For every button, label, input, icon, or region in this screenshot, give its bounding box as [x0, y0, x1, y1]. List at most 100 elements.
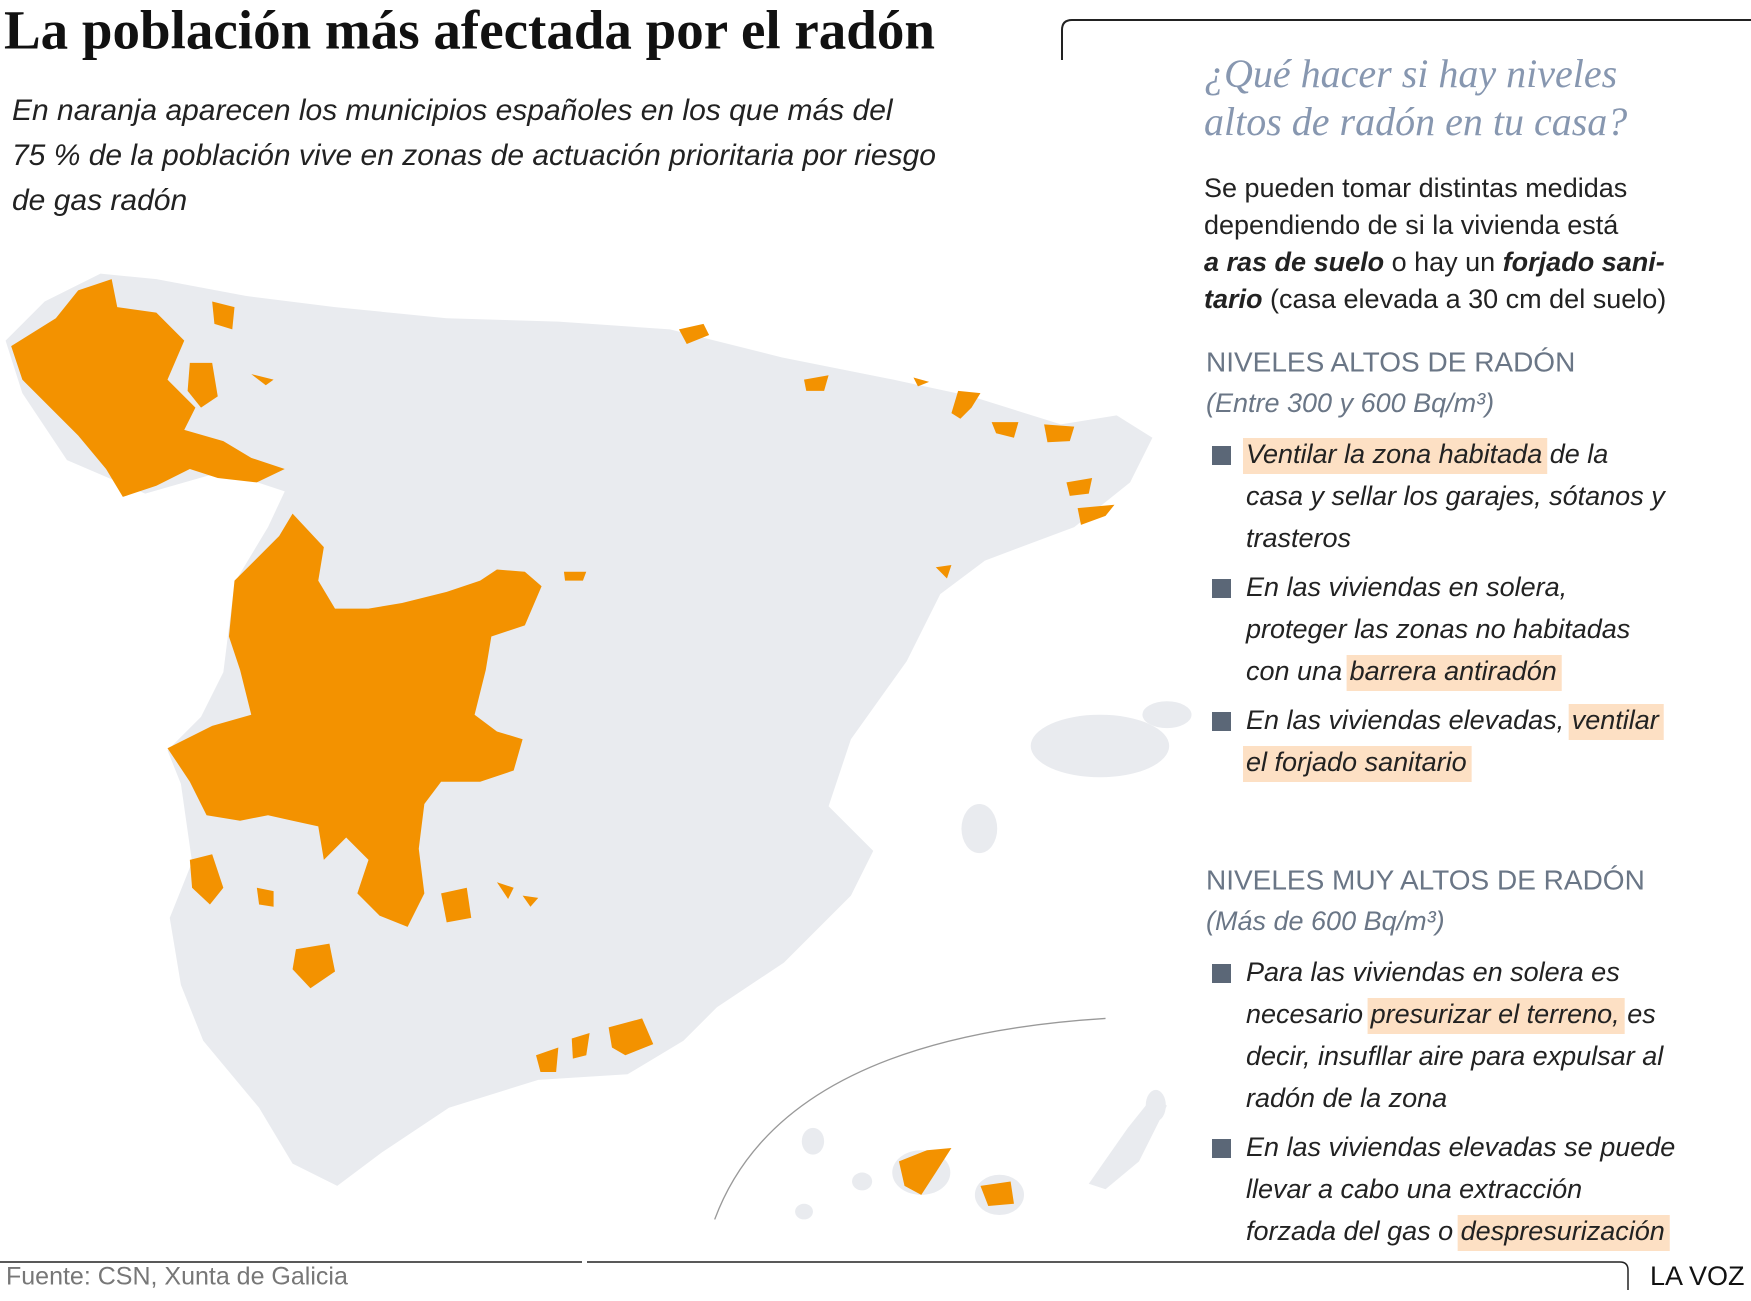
area: [898, 1147, 952, 1195]
panel-frame: [1061, 19, 1751, 60]
area: [804, 375, 829, 391]
text-segment: En las viviendas en solera,: [1246, 572, 1567, 602]
subtitle-line: 75 % de la población vive en zonas de ac…: [12, 139, 936, 172]
text-segment: es: [1620, 999, 1656, 1029]
area: [935, 565, 952, 579]
text-segment: dependiendo de si la vivienda está: [1204, 210, 1619, 240]
mallorca: [1030, 714, 1170, 778]
text-segment: presurizar el terreno,: [1370, 999, 1620, 1029]
area: [536, 1047, 559, 1073]
highlight: [1367, 998, 1625, 1034]
priority-areas: [11, 279, 1115, 1207]
highlight: [1346, 655, 1562, 691]
section-note: (Más de 600 Bq/m³): [1206, 906, 1445, 936]
text-segment: casa y sellar los garajes, sótanos y: [1246, 481, 1666, 511]
text-segment: tario: [1204, 284, 1263, 314]
island: [1088, 1099, 1167, 1190]
island: [801, 1127, 825, 1155]
area: [980, 1181, 1014, 1207]
map: [5, 273, 1192, 1220]
island: [795, 1203, 813, 1220]
text-segment: necesario: [1246, 999, 1371, 1029]
text-segment: tario: [1204, 284, 1263, 314]
content: En naranja aparecen los municipios españ…: [12, 51, 1675, 1251]
text-segment: trasteros: [1246, 523, 1351, 553]
area: [441, 887, 472, 923]
text-segment: En las viviendas elevadas,: [1246, 705, 1572, 735]
area: [1077, 504, 1115, 525]
area: [678, 323, 710, 344]
canary-frame: [714, 1017, 1106, 1220]
text-segment: En las viviendas elevadas se puede: [1246, 1132, 1675, 1162]
highlight: [1568, 704, 1664, 740]
area: [167, 513, 542, 927]
ibiza: [961, 804, 998, 854]
title: La población más afectada por el radón: [4, 0, 935, 61]
text-segment: Se pueden tomar distintas medidas: [1204, 173, 1627, 203]
text-segment: necesario: [1246, 999, 1371, 1029]
area: [522, 895, 539, 907]
area: [496, 882, 514, 899]
island: [852, 1172, 873, 1191]
text-segment: En las viviendas en solera,: [1246, 572, 1567, 602]
area: [251, 374, 274, 386]
text-segment: forzada del gas o: [1246, 1216, 1461, 1246]
area: [951, 390, 981, 419]
text-segment: de la: [1542, 439, 1608, 469]
text-segment: (casa elevada a 30 cm del suelo): [1263, 284, 1667, 314]
menorca: [1142, 701, 1192, 729]
sidebar-heading: ¿Qué hacer si hay niveles: [1204, 51, 1617, 96]
spain-land: [5, 273, 1153, 1186]
text-segment: a ras de suelo: [1204, 247, 1384, 277]
area: [1066, 477, 1093, 496]
text-segment: barrera antiradón: [1350, 656, 1557, 686]
highlight-segment: barrera antiradón: [1346, 655, 1562, 691]
brand: LA VOZ: [1650, 1261, 1745, 1291]
area: [608, 1018, 654, 1056]
text-segment: Para las viviendas en solera es: [1246, 957, 1620, 987]
text-segment: a ras de suelo: [1204, 247, 1384, 277]
text-segment: despresurización: [1461, 1216, 1665, 1246]
section-title: NIVELES MUY ALTOS DE RADÓN: [1206, 864, 1645, 895]
footer-rule: [587, 1261, 1629, 1290]
area: [11, 279, 285, 497]
text-segment: llevar a cabo una extracción: [1246, 1174, 1582, 1204]
highlight: [1243, 438, 1548, 474]
text-segment: decir, insufllar aire para expulsar al: [1246, 1041, 1664, 1071]
text-segment: llevar a cabo una extracción: [1246, 1174, 1582, 1204]
text-segment: radón de la zona: [1246, 1083, 1447, 1113]
text-segment: forzada del gas o: [1246, 1216, 1461, 1246]
area: [292, 943, 336, 989]
bullet-marker: [1212, 1139, 1231, 1158]
text-segment: trasteros: [1246, 523, 1351, 553]
text-segment: proteger las zonas no habitadas: [1245, 614, 1630, 644]
highlight: [1243, 746, 1472, 782]
highlight-segment: presurizar el terreno,: [1367, 998, 1625, 1034]
text-segment: Se pueden tomar distintas medidas: [1204, 173, 1627, 203]
text-segment: radón de la zona: [1246, 1083, 1447, 1113]
text-segment: el forjado sanitario: [1246, 747, 1467, 777]
highlight-segment: Ventilar la zona habitada: [1243, 438, 1548, 474]
island: [1145, 1089, 1166, 1122]
text-segment: decir, insufllar aire para expulsar al: [1246, 1041, 1664, 1071]
text-segment: casa y sellar los garajes, sótanos y: [1246, 481, 1666, 511]
text-segment: es: [1620, 999, 1656, 1029]
subtitle-line: En naranja aparecen los municipios españ…: [12, 94, 894, 127]
text-segment: de la: [1542, 439, 1608, 469]
highlight-segment: despresurización: [1457, 1215, 1670, 1251]
text-segment: (casa elevada a 30 cm del suelo): [1263, 284, 1667, 314]
area: [913, 377, 930, 387]
text-segment: Ventilar la zona habitada: [1246, 439, 1542, 469]
bullet-marker: [1212, 579, 1231, 598]
area: [991, 422, 1019, 438]
area: [189, 854, 224, 905]
subtitle-line: de gas radón: [12, 184, 187, 217]
bullet-marker: [1212, 964, 1231, 983]
text-segment: o hay un: [1384, 247, 1503, 277]
area: [1044, 424, 1075, 443]
text-segment: Para las viviendas en solera es: [1246, 957, 1620, 987]
area: [256, 887, 274, 907]
text-segment: ventilar: [1572, 705, 1660, 735]
text-segment: En las viviendas elevadas,: [1246, 705, 1572, 735]
